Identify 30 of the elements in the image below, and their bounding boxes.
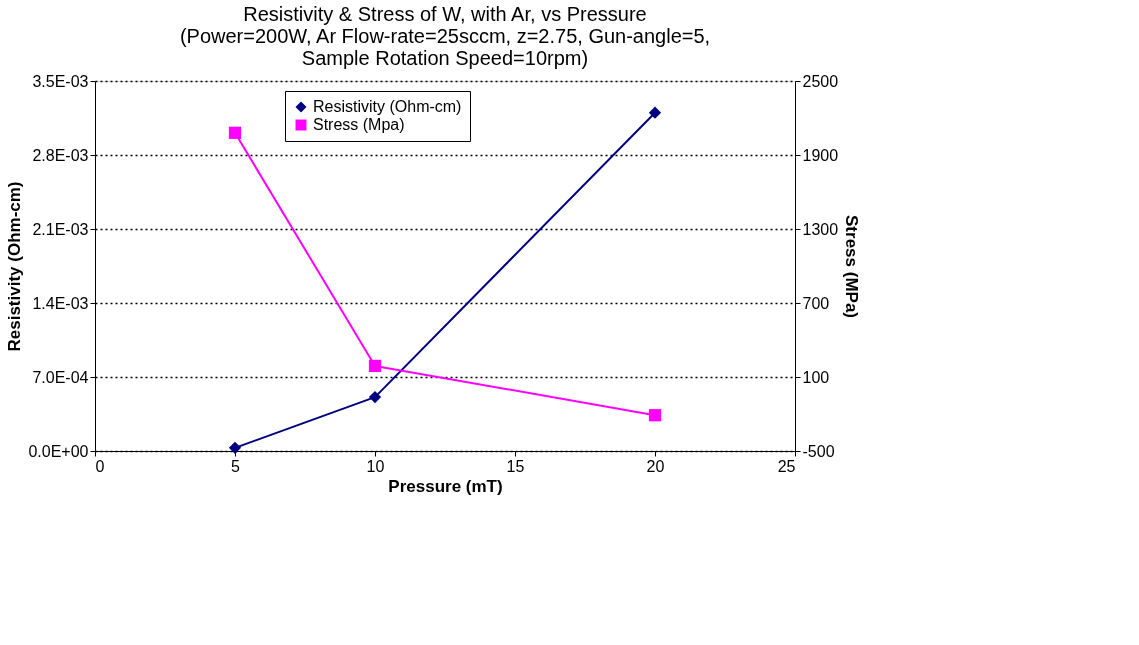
y-axis-title: Resistivity (Ohm-cm)	[5, 181, 25, 352]
x-tick-label: 0	[95, 457, 105, 475]
point	[368, 359, 382, 373]
x-tick-label: 25	[777, 457, 796, 475]
y2-tick-label: 1900	[802, 146, 839, 164]
y-tick-label: 2.1E-03	[32, 220, 89, 238]
legend-label: Stress (Mpa)	[313, 116, 405, 133]
y-tick-label: 7.0E-04	[32, 368, 89, 386]
x-tick-label: 10	[366, 457, 385, 475]
y2-tick-label: 700	[802, 294, 830, 312]
x-tick-label: 15	[506, 457, 525, 475]
legend-label: Resistivity (Ohm-cm)	[313, 98, 462, 115]
x-tick-label: 20	[646, 457, 665, 475]
x-tick-label: 5	[231, 457, 241, 475]
y-tick-label: 1.4E-03	[32, 294, 89, 312]
y-tick-label: 2.8E-03	[32, 146, 89, 164]
x-axis-title: Pressure (mT)	[388, 476, 503, 496]
y-tick-label: 0.0E+00	[28, 442, 89, 460]
y2-tick-label: 2500	[802, 72, 839, 90]
y-tick-label: 3.5E-03	[32, 72, 89, 90]
y2-tick-label: 1300	[802, 220, 839, 238]
point	[228, 441, 242, 454]
point	[648, 106, 662, 119]
chart-title: Resistivity & Stress of W, with Ar, vs Pressure (Power=200W, Ar Flow-rate=25sccm, z=2.75, Gun-angle=5, Sample Rotation Speed=10rpm)	[179, 3, 711, 69]
point	[228, 126, 242, 139]
y2-tick-label: 100	[802, 368, 830, 386]
y2-tick-label: -500	[802, 442, 835, 460]
point	[368, 390, 382, 404]
point	[648, 409, 662, 422]
y2-axis-title: Stress (MPa)	[842, 215, 862, 318]
